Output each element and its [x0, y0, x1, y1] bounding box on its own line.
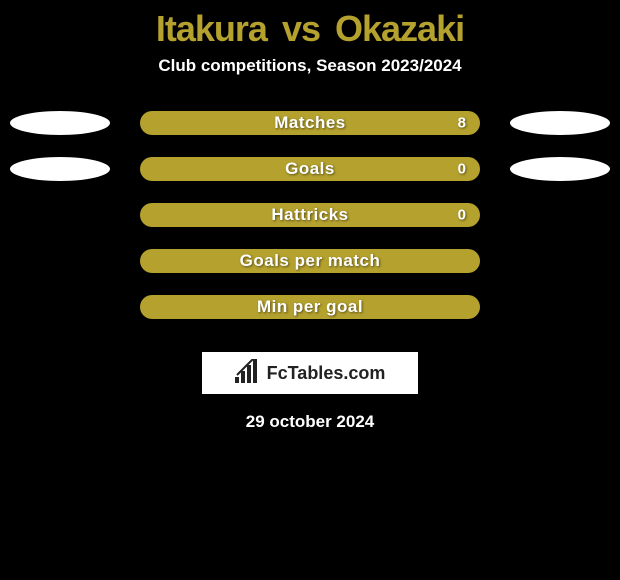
stat-oval-right [510, 157, 610, 181]
vs-text: vs [282, 8, 320, 49]
stat-bar: Min per goal [140, 295, 480, 319]
player2-name: Okazaki [335, 8, 464, 49]
player1-name: Itakura [156, 8, 267, 49]
stat-oval-left [10, 111, 110, 135]
stat-row: Min per goal [0, 284, 620, 330]
page-title: Itakura vs Okazaki [0, 8, 620, 50]
stat-row: Goals0 [0, 146, 620, 192]
subtitle: Club competitions, Season 2023/2024 [0, 56, 620, 76]
stat-label: Min per goal [140, 297, 480, 317]
stat-row: Goals per match [0, 238, 620, 284]
footer-logo[interactable]: FcTables.com [202, 352, 418, 394]
stat-value: 0 [458, 207, 466, 224]
stat-label: Matches [140, 113, 480, 133]
date-text: 29 october 2024 [0, 412, 620, 432]
stat-bar: Hattricks0 [140, 203, 480, 227]
stat-label: Goals per match [140, 251, 480, 271]
stat-oval-right [510, 111, 610, 135]
stat-bar: Goals per match [140, 249, 480, 273]
fctables-logo-icon [235, 359, 261, 388]
comparison-card: Itakura vs Okazaki Club competitions, Se… [0, 0, 620, 580]
stat-value: 0 [458, 161, 466, 178]
stat-oval-left [10, 157, 110, 181]
stat-bar: Matches8 [140, 111, 480, 135]
footer-logo-text: FcTables.com [267, 363, 386, 384]
stats-area: Matches8Goals0Hattricks0Goals per matchM… [0, 100, 620, 330]
stat-value: 8 [458, 115, 466, 132]
stat-label: Goals [140, 159, 480, 179]
stat-label: Hattricks [140, 205, 480, 225]
stat-bar: Goals0 [140, 157, 480, 181]
stat-row: Matches8 [0, 100, 620, 146]
stat-row: Hattricks0 [0, 192, 620, 238]
